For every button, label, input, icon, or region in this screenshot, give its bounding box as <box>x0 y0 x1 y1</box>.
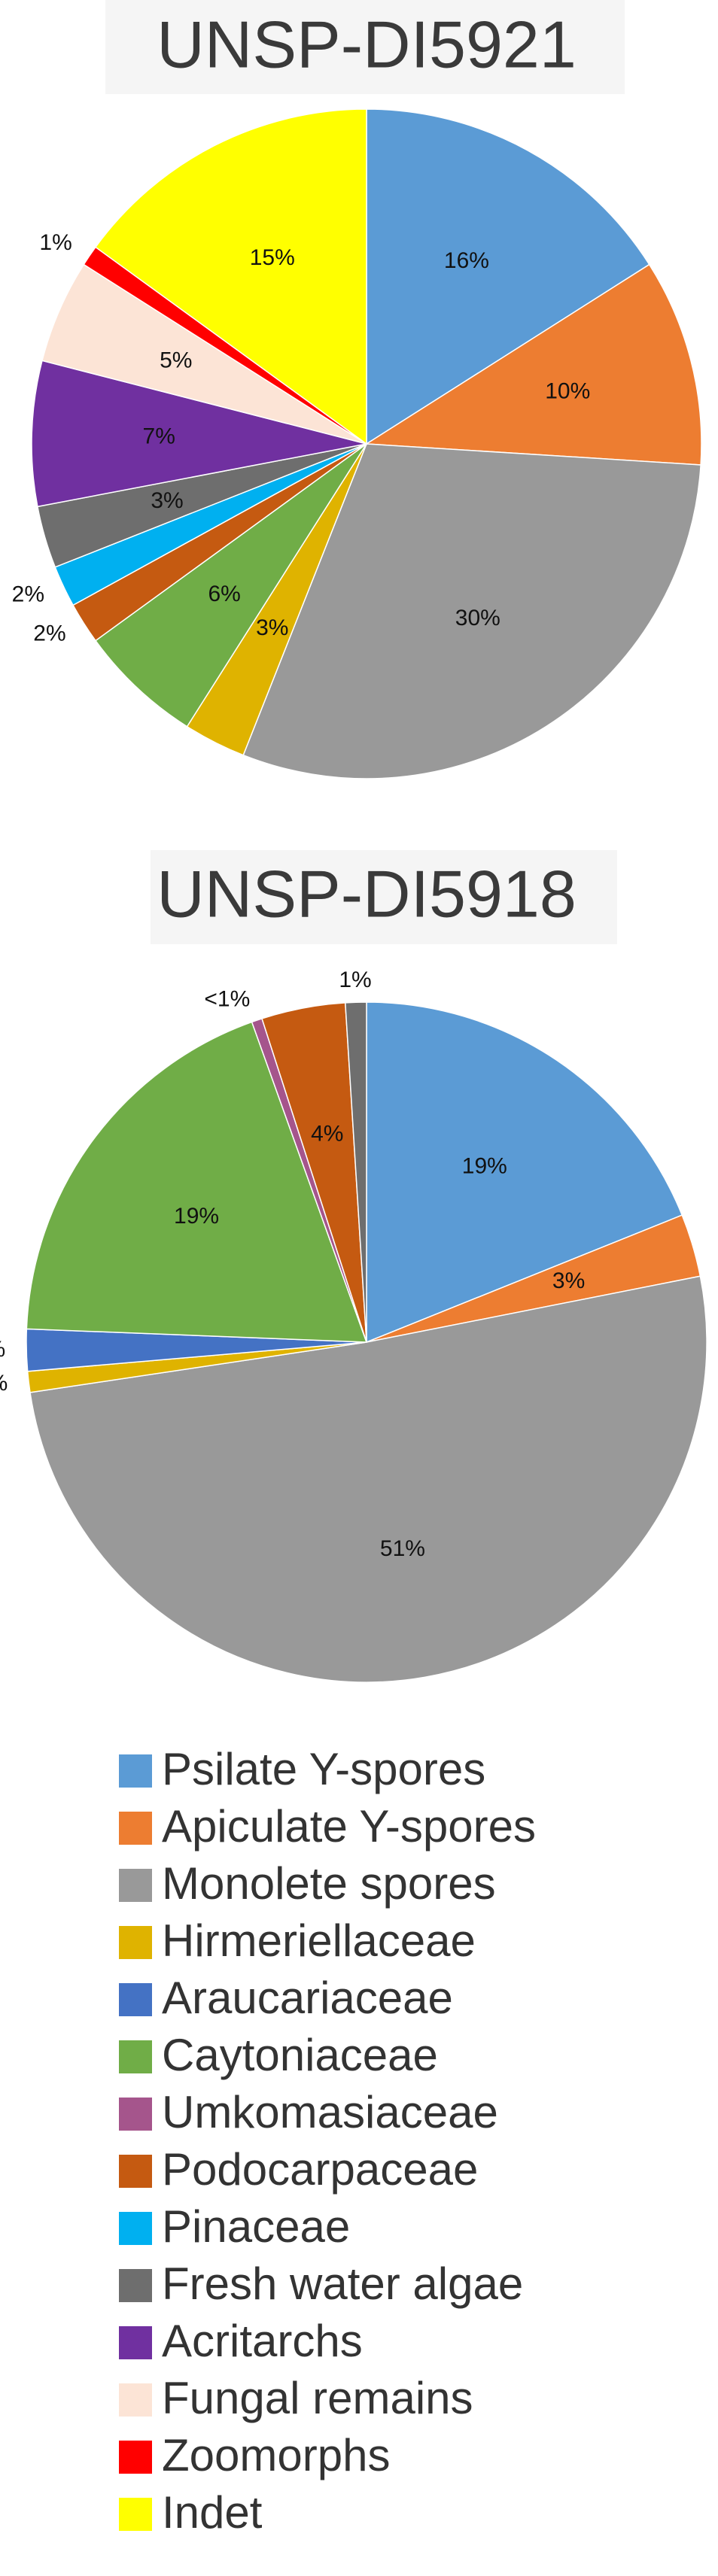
slice-label: 15% <box>250 245 295 270</box>
pie-slice <box>29 1275 707 1683</box>
slice-label: 1% <box>339 968 371 992</box>
slice-label: 7% <box>143 424 175 448</box>
legend-swatch <box>119 2098 152 2131</box>
legend-swatch <box>119 2155 152 2188</box>
chart-title: UNSP-DI5918 <box>157 856 577 931</box>
slice-label: 2% <box>0 1337 5 1362</box>
slice-label: 3% <box>151 488 183 513</box>
title-backdrop <box>105 0 625 94</box>
slice-label: 10% <box>545 378 590 403</box>
slice-label: 5% <box>160 348 192 372</box>
slice-label: 16% <box>444 248 489 273</box>
legend-label: Podocarpaceae <box>162 2144 478 2195</box>
pie-slice <box>31 360 367 508</box>
legend-label: Zoomorphs <box>162 2430 390 2480</box>
slice-label: 4% <box>311 1122 343 1147</box>
legend-swatch <box>119 2269 152 2302</box>
legend-swatch <box>119 1983 152 2016</box>
legend-swatch <box>119 2498 152 2531</box>
legend-label: Araucariaceae <box>162 1973 453 2023</box>
slice-label: 1% <box>39 230 71 255</box>
legend-swatch <box>119 1869 152 1902</box>
slice-label: 30% <box>455 606 500 630</box>
slice-label: 19% <box>462 1154 507 1179</box>
legend-label: Acritarchs <box>162 2316 363 2366</box>
legend-swatch <box>119 1926 152 1959</box>
pie-slice <box>366 108 650 445</box>
slice-label: 3% <box>552 1268 585 1293</box>
pie-slice <box>364 263 702 466</box>
legend-swatch <box>119 2040 152 2073</box>
legend-swatch <box>119 1812 152 1845</box>
legend-swatch <box>119 2383 152 2417</box>
pie-slice <box>94 443 367 728</box>
legend-label: Pinaceae <box>162 2201 350 2252</box>
legend-label: Caytoniaceae <box>162 2030 438 2080</box>
slice-label: 2% <box>12 582 44 606</box>
legend-label: Fungal remains <box>162 2373 473 2423</box>
legend-label: Hirmeriellaceae <box>162 1915 476 1966</box>
slice-label: 3% <box>256 615 288 640</box>
slice-label: 19% <box>174 1204 219 1229</box>
slice-label: <1% <box>204 987 250 1012</box>
slice-label: 6% <box>208 582 240 606</box>
legend-swatch <box>119 2212 152 2245</box>
pie-slice <box>366 1001 683 1344</box>
legend-swatch <box>119 2441 152 2474</box>
chart-title: UNSP-DI5921 <box>157 7 577 81</box>
slice-label: 2% <box>33 621 65 646</box>
pie-slice <box>344 1001 367 1343</box>
legend-swatch <box>119 2326 152 2359</box>
legend-label: Indet <box>162 2487 263 2538</box>
legend-label: Umkomasiaceae <box>162 2087 498 2137</box>
slice-label: 1% <box>0 1371 8 1396</box>
legend-label: Monolete spores <box>162 1858 496 1909</box>
slice-label: 51% <box>380 1536 425 1561</box>
legend-label: Fresh water algae <box>162 2259 523 2309</box>
legend-label: Apiculate Y-spores <box>162 1801 536 1852</box>
legend-swatch <box>119 1754 152 1788</box>
pie-slice <box>94 108 367 445</box>
pie-slice <box>26 1021 368 1343</box>
pie-slice <box>242 443 701 779</box>
title-backdrop <box>151 850 617 944</box>
legend-label: Psilate Y-spores <box>162 1744 485 1794</box>
